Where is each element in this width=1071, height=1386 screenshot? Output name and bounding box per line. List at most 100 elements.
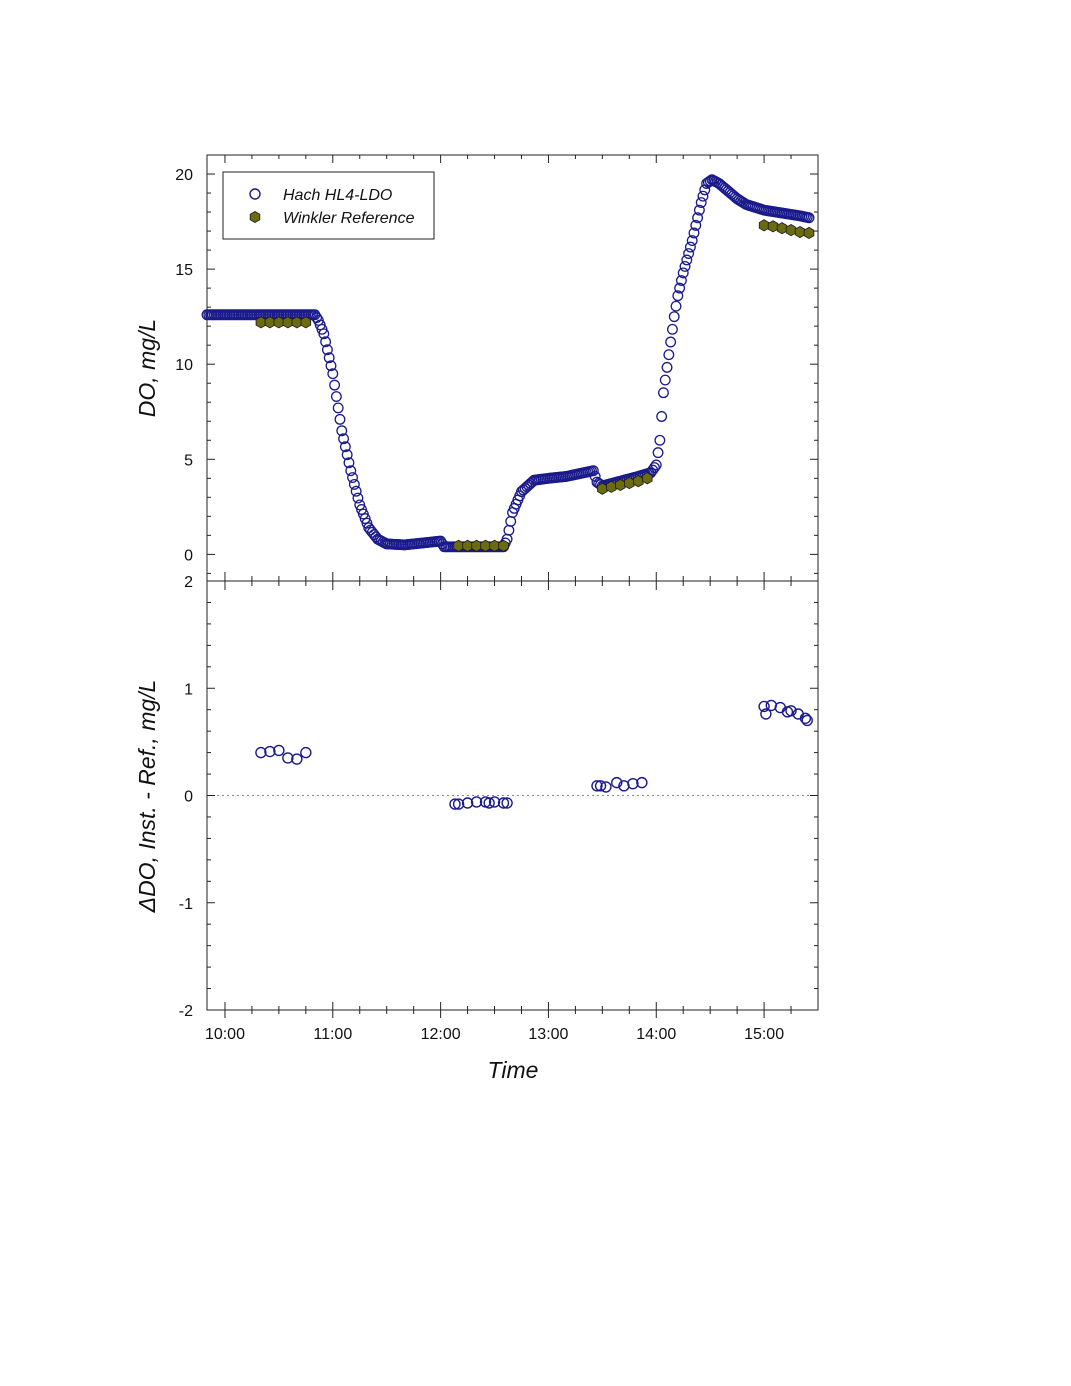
- hach-point: [695, 197, 707, 208]
- hach-point: [361, 517, 373, 529]
- winkler-point: [471, 539, 482, 552]
- difference-point: [760, 708, 772, 720]
- hach-point: [684, 241, 696, 253]
- hach-point: [693, 204, 705, 216]
- hach-point: [656, 411, 668, 422]
- hach-point: [327, 368, 339, 380]
- bottom-y-ticks: -2 -1 0 1 2: [179, 574, 818, 1020]
- hach-point: [661, 361, 673, 373]
- hach-point: [321, 344, 333, 356]
- x-tick-label: 13:00: [528, 1026, 568, 1043]
- winkler-point: [255, 316, 267, 329]
- winkler-point: [273, 316, 285, 329]
- hach-point: [670, 300, 682, 312]
- winkler-point: [767, 220, 779, 233]
- x-tick-label: 11:00: [313, 1026, 352, 1043]
- top-panel: 0 5 10 15 20 DO, mg/L Hach HL4-LDO Winkler R…: [134, 154, 819, 582]
- bottom-y-tick-label: 0: [184, 789, 193, 806]
- difference-point: [483, 797, 495, 809]
- hach-point: [343, 457, 355, 469]
- hach-point: [675, 275, 687, 286]
- bottom-panel: -2 -1 0 1 2 10:00 11:00 12:00 13:00 14:00 15:00 Δ…: [134, 572, 819, 1043]
- winkler-point: [480, 539, 491, 552]
- winkler-point: [624, 476, 635, 490]
- hach-point: [329, 379, 341, 391]
- hach-point: [309, 309, 321, 321]
- hach-point: [587, 465, 599, 477]
- winkler-point: [633, 475, 644, 488]
- hach-point: [356, 504, 367, 515]
- legend: Hach HL4-LDO Winkler Reference: [222, 171, 435, 240]
- bottom-x-ticks: 10:00 11:00 12:00 13:00 14:00 15:00: [205, 572, 792, 1043]
- winkler-point: [803, 226, 815, 240]
- hach-point: [659, 374, 671, 386]
- hach-point: [359, 513, 371, 525]
- bottom-y-tick-label: 2: [184, 574, 193, 591]
- top-x-ticks: [224, 155, 792, 163]
- top-y-tick-label: 5: [184, 452, 193, 469]
- hach-point: [658, 387, 669, 399]
- x-tick-label: 14:00: [636, 1026, 676, 1043]
- hach-point: [336, 425, 348, 437]
- bottom-y-tick-label: -2: [179, 1003, 193, 1020]
- difference-point: [591, 780, 603, 792]
- difference-point: [600, 781, 612, 793]
- x-tick-label: 10:00: [205, 1026, 245, 1043]
- difference-point: [291, 753, 303, 765]
- winkler-point: [453, 539, 464, 552]
- x-tick-label: 12:00: [421, 1026, 461, 1043]
- difference-point: [611, 776, 623, 789]
- difference-point: [501, 797, 513, 809]
- hach-point: [352, 492, 364, 504]
- difference-point: [470, 796, 483, 808]
- bottom-y-axis-title: ΔDO, Inst. - Ref., mg/L: [134, 680, 160, 914]
- winkler-point: [300, 316, 312, 329]
- difference-point: [497, 797, 510, 809]
- winkler-point: [615, 478, 626, 492]
- hach-point: [330, 391, 342, 402]
- hach-point: [334, 413, 346, 425]
- hach-point: [663, 349, 675, 361]
- hach-point: [679, 260, 691, 272]
- hach-point: [683, 248, 695, 259]
- hach-point: [325, 360, 337, 372]
- hach-point: [668, 311, 680, 323]
- hach-point: [338, 433, 350, 445]
- hach-point: [341, 449, 353, 461]
- top-y-tick-label: 20: [175, 167, 193, 184]
- difference-point: [282, 752, 294, 764]
- difference-point: [264, 745, 276, 758]
- winkler-point: [794, 225, 806, 239]
- winkler-point: [462, 539, 473, 552]
- hach-point: [666, 323, 678, 335]
- top-y-ticks: 0 5 10 15 20: [175, 167, 818, 574]
- hach-point: [503, 524, 515, 536]
- difference-point: [627, 778, 639, 790]
- hach-point: [681, 254, 693, 266]
- hach-point: [674, 282, 686, 294]
- hach-point: [654, 434, 666, 446]
- hach-point: [803, 212, 815, 224]
- bottom-y-tick-label: -1: [179, 896, 193, 913]
- hach-point: [688, 227, 700, 239]
- difference-point: [300, 746, 312, 759]
- winkler-point: [606, 480, 617, 493]
- bottom-y-tick-label: 1: [184, 681, 193, 698]
- hach-point: [649, 462, 660, 473]
- x-tick-label: 15:00: [744, 1026, 784, 1043]
- legend-winkler-marker: [249, 211, 261, 223]
- difference-point: [488, 796, 501, 808]
- difference-point: [799, 712, 812, 724]
- hach-point: [697, 190, 709, 202]
- hach-point: [350, 485, 362, 497]
- difference-point: [449, 798, 461, 810]
- hach-point: [690, 219, 702, 231]
- winkler-point: [291, 316, 303, 329]
- difference-point: [758, 700, 770, 713]
- difference-point: [273, 744, 285, 757]
- hach-point: [348, 478, 360, 490]
- winkler-point: [597, 482, 608, 495]
- winkler-point: [785, 224, 797, 237]
- winkler-point: [758, 219, 770, 232]
- hach-point: [347, 472, 359, 483]
